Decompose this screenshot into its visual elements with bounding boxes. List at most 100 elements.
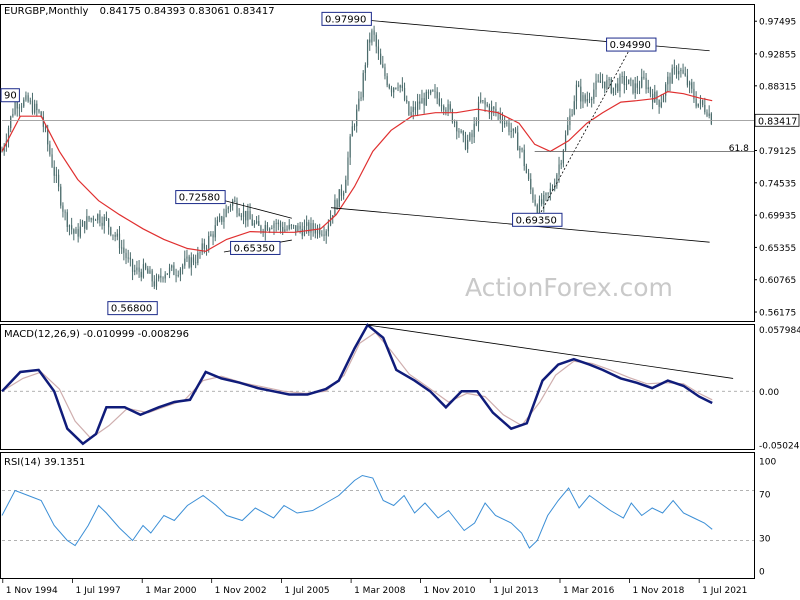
candle-body — [499, 113, 501, 119]
candle-body — [460, 130, 462, 133]
candle-body — [49, 144, 51, 155]
candle-body — [314, 230, 316, 234]
candle-body — [108, 218, 110, 228]
candle-body — [451, 109, 454, 123]
candle-body — [438, 98, 440, 106]
candle-body — [166, 273, 168, 275]
candle-body — [99, 214, 101, 223]
candle-body — [227, 207, 229, 210]
candle-body — [118, 233, 121, 249]
candle-body — [316, 227, 319, 234]
candle-body — [541, 199, 543, 205]
candle-body — [545, 193, 547, 195]
candle-body — [586, 99, 588, 102]
candle-body — [145, 264, 147, 269]
candle-body — [532, 189, 534, 200]
rsi-panel-frame — [0, 452, 755, 579]
candle-body — [116, 233, 118, 237]
candle-body — [282, 226, 284, 232]
candle-body — [560, 163, 562, 165]
candle-body — [645, 77, 647, 90]
candle-body — [1, 151, 3, 153]
x-axis-tick-label: 1 Nov 2010 — [424, 586, 476, 596]
candle-body — [332, 215, 334, 218]
candle-body — [706, 112, 708, 116]
candle-body — [216, 220, 219, 226]
candle-body — [225, 209, 227, 217]
price-level-label-box — [606, 37, 657, 52]
candle-body — [140, 271, 142, 278]
x-axis-tick-label: 1 Nov 2018 — [632, 586, 684, 596]
candle-body — [384, 67, 386, 77]
candle-body — [467, 140, 469, 150]
rsi-panel-title: RSI(14) 39.1351 — [4, 457, 85, 468]
candle-body — [599, 80, 601, 83]
price-tick-label: 0.65355 — [759, 244, 796, 254]
candle-body — [625, 84, 628, 86]
price-panel-frame — [0, 4, 755, 322]
candle-body — [20, 106, 23, 108]
candle-body — [197, 252, 199, 263]
candle-body — [456, 121, 458, 132]
candle-body — [688, 82, 691, 86]
candle-body — [453, 121, 456, 123]
macd-signal-line — [1, 331, 713, 440]
candle-body — [292, 225, 295, 226]
candle-body — [62, 205, 64, 212]
candle-body — [101, 222, 103, 226]
candle-body — [125, 252, 127, 259]
candle-body — [81, 221, 84, 227]
candle-body — [501, 118, 504, 125]
candle-body — [175, 274, 177, 276]
candle-body — [34, 103, 36, 113]
candle-body — [36, 103, 38, 111]
candle-body — [610, 78, 612, 93]
candle-body — [464, 135, 467, 150]
candle-body — [693, 88, 695, 99]
candle-body — [112, 234, 114, 236]
macd-tick-label: 0.00 — [759, 388, 779, 398]
candle-body — [284, 229, 286, 232]
candle-body — [667, 76, 669, 85]
candle-body — [364, 64, 366, 73]
candle-body — [138, 267, 140, 272]
x-axis-tick-label: 1 Mar 2000 — [145, 586, 197, 596]
candle-body — [593, 89, 595, 99]
candle-body — [136, 267, 138, 271]
price-tick-label: 0.74535 — [759, 179, 796, 189]
candle-body — [190, 257, 192, 268]
candle-body — [371, 30, 373, 43]
candle-body — [638, 87, 641, 89]
candle-body — [221, 216, 223, 222]
candle-body — [675, 67, 678, 75]
x-axis-tick-label: 1 Nov 1994 — [6, 586, 58, 596]
candle-body — [595, 80, 597, 90]
candle-body — [412, 106, 414, 112]
candle-body — [329, 217, 332, 226]
candle-body — [432, 90, 434, 92]
candle-body — [42, 116, 44, 127]
candle-body — [195, 262, 197, 264]
candle-body — [536, 205, 538, 215]
candle-body — [110, 227, 112, 235]
candle-body — [356, 109, 358, 127]
rsi-tick-label: 70 — [759, 491, 771, 501]
candle-body — [153, 281, 155, 287]
candle-body — [275, 223, 277, 225]
candle-body — [347, 157, 349, 180]
candle-body — [475, 123, 477, 125]
candle-body — [77, 229, 79, 237]
candle-body — [440, 105, 443, 107]
x-axis-tick-label: 1 Mar 2008 — [354, 586, 406, 596]
candle-body — [608, 78, 610, 81]
candle-body — [462, 130, 464, 136]
candle-body — [654, 91, 656, 103]
candle-body — [678, 71, 680, 75]
symbol-label: EURGBP,Monthly — [4, 6, 89, 17]
macd-trend-line — [367, 324, 734, 379]
candle-body — [395, 87, 397, 89]
candle-body — [269, 228, 271, 231]
candle-body — [623, 76, 625, 86]
candle-body — [434, 90, 436, 92]
